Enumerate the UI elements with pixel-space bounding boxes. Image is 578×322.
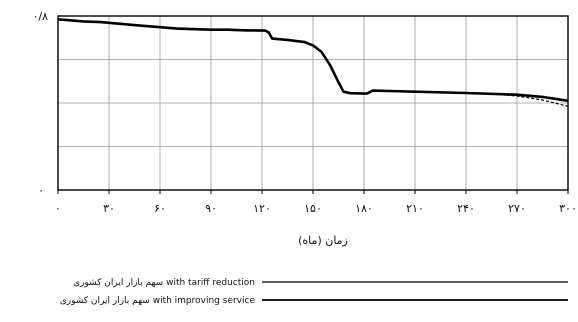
legend: سهم بازار ایران کشوری with tariff reduct… bbox=[60, 278, 568, 306]
x-tick-label: ۱۵۰ bbox=[304, 202, 322, 215]
series-lines bbox=[57, 18, 569, 107]
x-tick-label: ۳۰۰ bbox=[559, 202, 577, 215]
x-tick-label: ۲۱۰ bbox=[406, 202, 424, 215]
y-tick-label: ۰/۸ bbox=[32, 10, 48, 23]
x-tick-label: ۹۰ bbox=[205, 202, 217, 215]
grid-lines bbox=[58, 16, 568, 190]
x-tick-label: ۶۰ bbox=[154, 202, 166, 215]
series-line-dashed bbox=[491, 93, 569, 107]
legend-label: سهم بازار ایران کشوری with improving ser… bbox=[60, 296, 256, 306]
x-tick-label: ۰ bbox=[55, 202, 61, 215]
series-line-solid bbox=[57, 18, 569, 103]
legend-label: سهم بازار ایران کشوری with tariff reduct… bbox=[73, 278, 255, 288]
x-tick-label: ۳۰ bbox=[103, 202, 115, 215]
x-tick-label: ۱۸۰ bbox=[355, 202, 373, 215]
x-tick-label: ۲۷۰ bbox=[508, 202, 526, 215]
x-axis-title: (ماه) زمان bbox=[298, 234, 348, 247]
x-tick-label: ۱۲۰ bbox=[253, 202, 271, 215]
y-tick-label: ۰ bbox=[38, 184, 44, 197]
x-tick-label: ۲۴۰ bbox=[457, 202, 475, 215]
axis-ticks: ۰ ۳۰ ۶۰ ۹۰ ۱۲۰ ۱۵۰ ۱۸۰ ۲۱۰ ۲۴۰ ۲۷۰ ۳۰۰ ۰/۸ ۰ bbox=[32, 10, 576, 215]
